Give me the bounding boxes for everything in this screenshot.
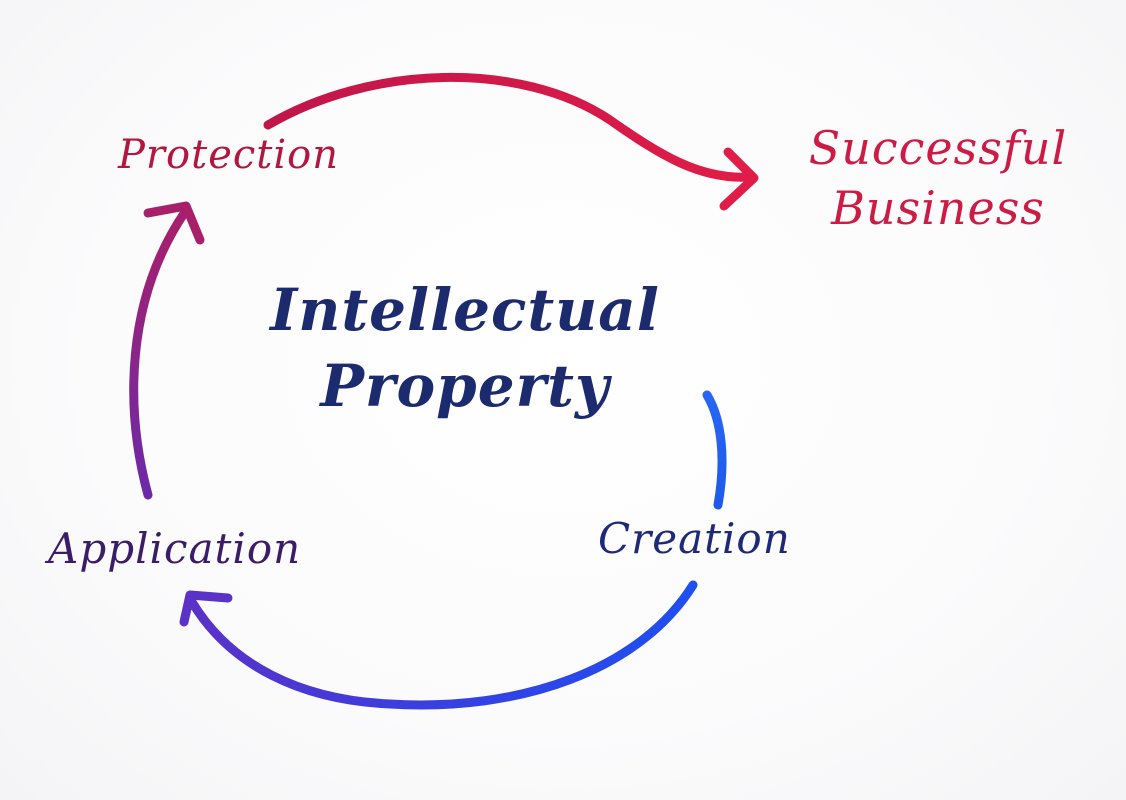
arrow-creation-to-application: [179, 580, 698, 710]
arrow-protection-to-success: [263, 73, 759, 211]
center-title-line1: Intellectual: [270, 276, 660, 344]
node-protection: Protection: [118, 132, 339, 178]
node-success-line1: Successful: [808, 121, 1068, 175]
center-title-line2: Property: [320, 352, 610, 420]
node-successful-business: Successful Business: [778, 118, 1098, 238]
node-success-line2: Business: [831, 181, 1045, 235]
node-creation: Creation: [598, 514, 791, 563]
arrow-application-to-protection: [129, 201, 205, 500]
node-application: Application: [48, 524, 302, 573]
arrow-segment-right: [702, 390, 727, 510]
center-title: Intellectual Property: [215, 272, 715, 424]
